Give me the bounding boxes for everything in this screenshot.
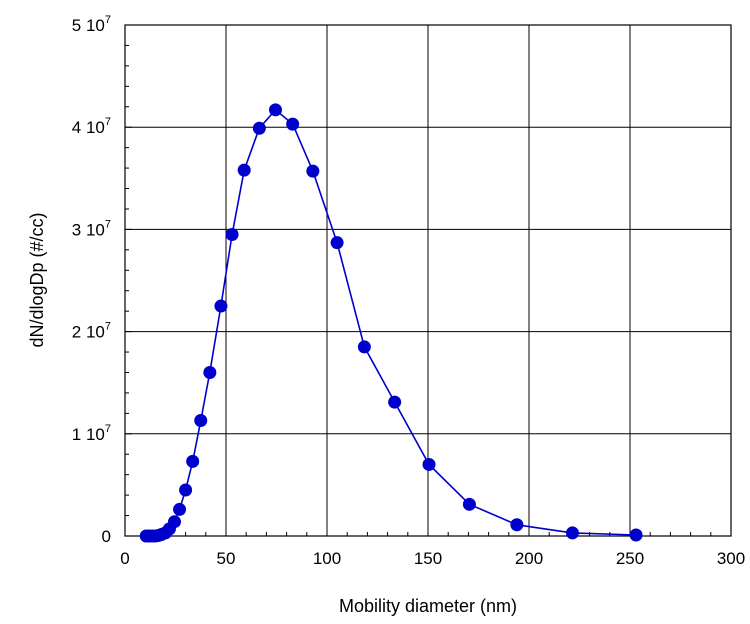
data-point <box>173 502 187 516</box>
data-point <box>186 454 200 468</box>
x-tick-label: 50 <box>217 549 236 568</box>
y-tick-label: 3 107 <box>72 218 111 239</box>
x-axis-label: Mobility diameter (nm) <box>339 596 517 616</box>
data-point <box>214 299 228 313</box>
data-point <box>179 483 193 497</box>
y-tick-label: 2 107 <box>72 321 111 342</box>
y-axis-label: dN/dlogDp (#/cc) <box>27 212 47 347</box>
y-tick-label: 4 107 <box>72 116 111 137</box>
x-tick-label: 150 <box>414 549 442 568</box>
x-tick-label: 0 <box>120 549 129 568</box>
y-tick-labels: 0 1 107 2 107 3 107 4 107 5 107 <box>72 14 111 546</box>
y-tick-label: 1 107 <box>72 423 111 444</box>
x-tick-label: 200 <box>515 549 543 568</box>
data-point <box>167 515 181 529</box>
data-point <box>422 457 436 471</box>
data-point <box>237 163 251 177</box>
data-point <box>510 518 524 532</box>
x-tick-label: 250 <box>616 549 644 568</box>
x-tick-label: 100 <box>313 549 341 568</box>
series-line <box>146 108 637 537</box>
data-point <box>388 395 402 409</box>
data-point <box>268 103 282 117</box>
data-point <box>286 117 300 131</box>
grid <box>125 25 731 536</box>
data-point <box>357 340 371 354</box>
x-tick-labels: 0 50 100 150 200 250 300 <box>120 549 745 568</box>
data-point <box>252 121 266 135</box>
y-tick-label: 0 <box>102 527 111 546</box>
data-point <box>330 236 344 250</box>
data-point <box>462 497 476 511</box>
data-point <box>225 228 239 242</box>
y-tick-label: 5 107 <box>72 14 111 35</box>
series-markers <box>139 103 643 543</box>
x-tick-label: 300 <box>717 549 745 568</box>
data-point <box>203 365 217 379</box>
data-point <box>194 414 208 428</box>
data-point <box>629 528 643 542</box>
data-point <box>565 526 579 540</box>
data-point <box>306 164 320 178</box>
